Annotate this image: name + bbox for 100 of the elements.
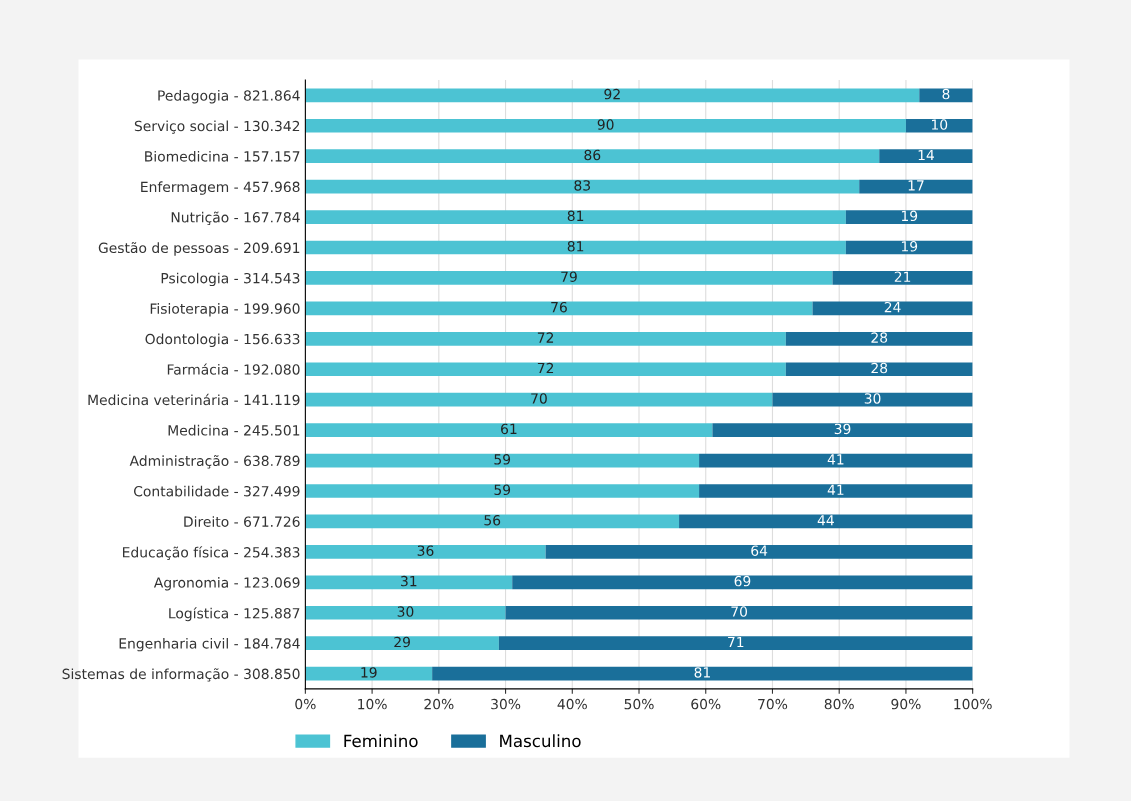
- x-tick-label: 60%: [691, 698, 721, 710]
- data-label: 30: [864, 393, 881, 404]
- data-label: 21: [894, 271, 911, 282]
- bar: [505, 605, 973, 620]
- data-label: 44: [817, 515, 834, 526]
- bar: [305, 210, 846, 224]
- y-tick-label: Sistemas de informação - 308.850: [62, 668, 300, 682]
- bar: [305, 392, 773, 407]
- y-tick-label: Fisioterapia - 199.960: [150, 303, 300, 317]
- data-label: 28: [871, 362, 888, 374]
- y-tick-label: Odontologia - 156.633: [145, 333, 300, 347]
- y-tick-label: Gestão de pessoas - 209.691: [98, 242, 300, 256]
- bar: [545, 545, 973, 559]
- data-label: 59: [494, 454, 511, 465]
- x-tick-label: 70%: [758, 698, 788, 710]
- data-label: 69: [734, 575, 751, 587]
- y-tick-label: Contabilidade - 327.499: [133, 485, 300, 497]
- x-tick-label: 100%: [954, 698, 992, 710]
- x-tick-label: 50%: [624, 698, 654, 710]
- x-tick-label: 0%: [295, 698, 316, 710]
- bar: [832, 271, 973, 285]
- bar: [845, 240, 973, 255]
- data-label: 41: [827, 484, 844, 495]
- legend-label: Feminino: [344, 734, 418, 748]
- y-tick-label: Agronomia - 123.069: [153, 577, 300, 591]
- y-tick-label: Psicologia - 314.543: [161, 272, 300, 287]
- y-tick-label: Educação física - 254.383: [123, 546, 300, 561]
- data-label: 19: [901, 241, 918, 252]
- data-label: 90: [597, 119, 614, 130]
- bar: [305, 514, 680, 529]
- data-label: 36: [417, 545, 434, 556]
- y-tick-label: Logística - 125.887: [169, 607, 300, 622]
- bar: [879, 149, 973, 164]
- bar: [305, 453, 700, 468]
- data-label: 76: [551, 301, 567, 313]
- bar: [305, 545, 546, 559]
- bar: [679, 514, 973, 529]
- bar: [699, 453, 973, 468]
- bar: [305, 484, 700, 498]
- data-label: 56: [484, 514, 501, 526]
- bar: [845, 210, 973, 224]
- bar: [305, 636, 499, 651]
- y-tick-label: Medicina - 245.501: [168, 424, 300, 436]
- bar: [859, 179, 973, 194]
- y-tick-label: Engenharia civil - 184.784: [119, 637, 300, 652]
- x-tick-label: 40%: [557, 698, 587, 710]
- bar: [785, 362, 973, 377]
- y-tick-label: Biomedicina - 157.157: [145, 150, 300, 162]
- x-tick-label: 30%: [491, 698, 521, 710]
- bar: [305, 666, 433, 681]
- bar: [812, 301, 973, 316]
- y-tick-label: Administração - 638.789: [129, 455, 300, 469]
- bar: [919, 88, 973, 103]
- bar: [305, 88, 920, 103]
- data-label: 39: [834, 423, 851, 435]
- bar: [905, 118, 973, 133]
- data-label: 92: [604, 88, 620, 100]
- bar: [305, 118, 906, 133]
- data-label: 10: [931, 119, 948, 130]
- y-tick-label: Farmácia - 192.080: [167, 363, 300, 375]
- bar: [432, 666, 973, 681]
- data-label: 61: [501, 423, 517, 435]
- data-label: 79: [561, 271, 577, 282]
- y-tick-label: Medicina veterinária - 141.119: [88, 393, 300, 406]
- data-label: 81: [567, 210, 584, 222]
- bar: [305, 575, 513, 590]
- data-label: 70: [731, 606, 748, 617]
- y-tick-label: Enfermagem - 457.968: [141, 181, 300, 195]
- data-label: 64: [751, 545, 768, 556]
- y-tick-label: Direito - 671.726: [184, 516, 300, 527]
- bar: [785, 331, 973, 346]
- data-label: 41: [827, 454, 844, 465]
- data-label: 19: [361, 667, 377, 678]
- bar: [772, 392, 973, 407]
- data-label: 31: [401, 575, 417, 587]
- bar: [305, 331, 786, 346]
- bar: [699, 484, 973, 498]
- data-label: 28: [871, 332, 888, 343]
- x-tick-label: 10%: [358, 698, 387, 710]
- bar: [305, 423, 713, 437]
- bar: [305, 271, 833, 285]
- y-tick-label: Pedagogia - 821.864: [158, 90, 300, 104]
- y-tick-label: Serviço social - 130.342: [134, 120, 300, 134]
- bar: [305, 362, 786, 377]
- bar: [305, 240, 846, 255]
- data-label: 24: [884, 301, 901, 313]
- bar: [712, 423, 973, 437]
- data-label: 8: [942, 88, 950, 100]
- bar: [305, 149, 880, 164]
- data-label: 30: [397, 606, 414, 617]
- data-label: 70: [531, 393, 547, 404]
- data-label: 19: [901, 210, 918, 222]
- x-tick-label: 90%: [891, 698, 921, 710]
- legend-label: Masculino: [500, 734, 581, 748]
- data-label: 71: [728, 636, 744, 648]
- data-label: 81: [694, 667, 710, 678]
- bar: [305, 605, 506, 620]
- data-label: 72: [537, 332, 554, 343]
- x-tick-label: 20%: [424, 698, 454, 710]
- bar: [305, 179, 860, 194]
